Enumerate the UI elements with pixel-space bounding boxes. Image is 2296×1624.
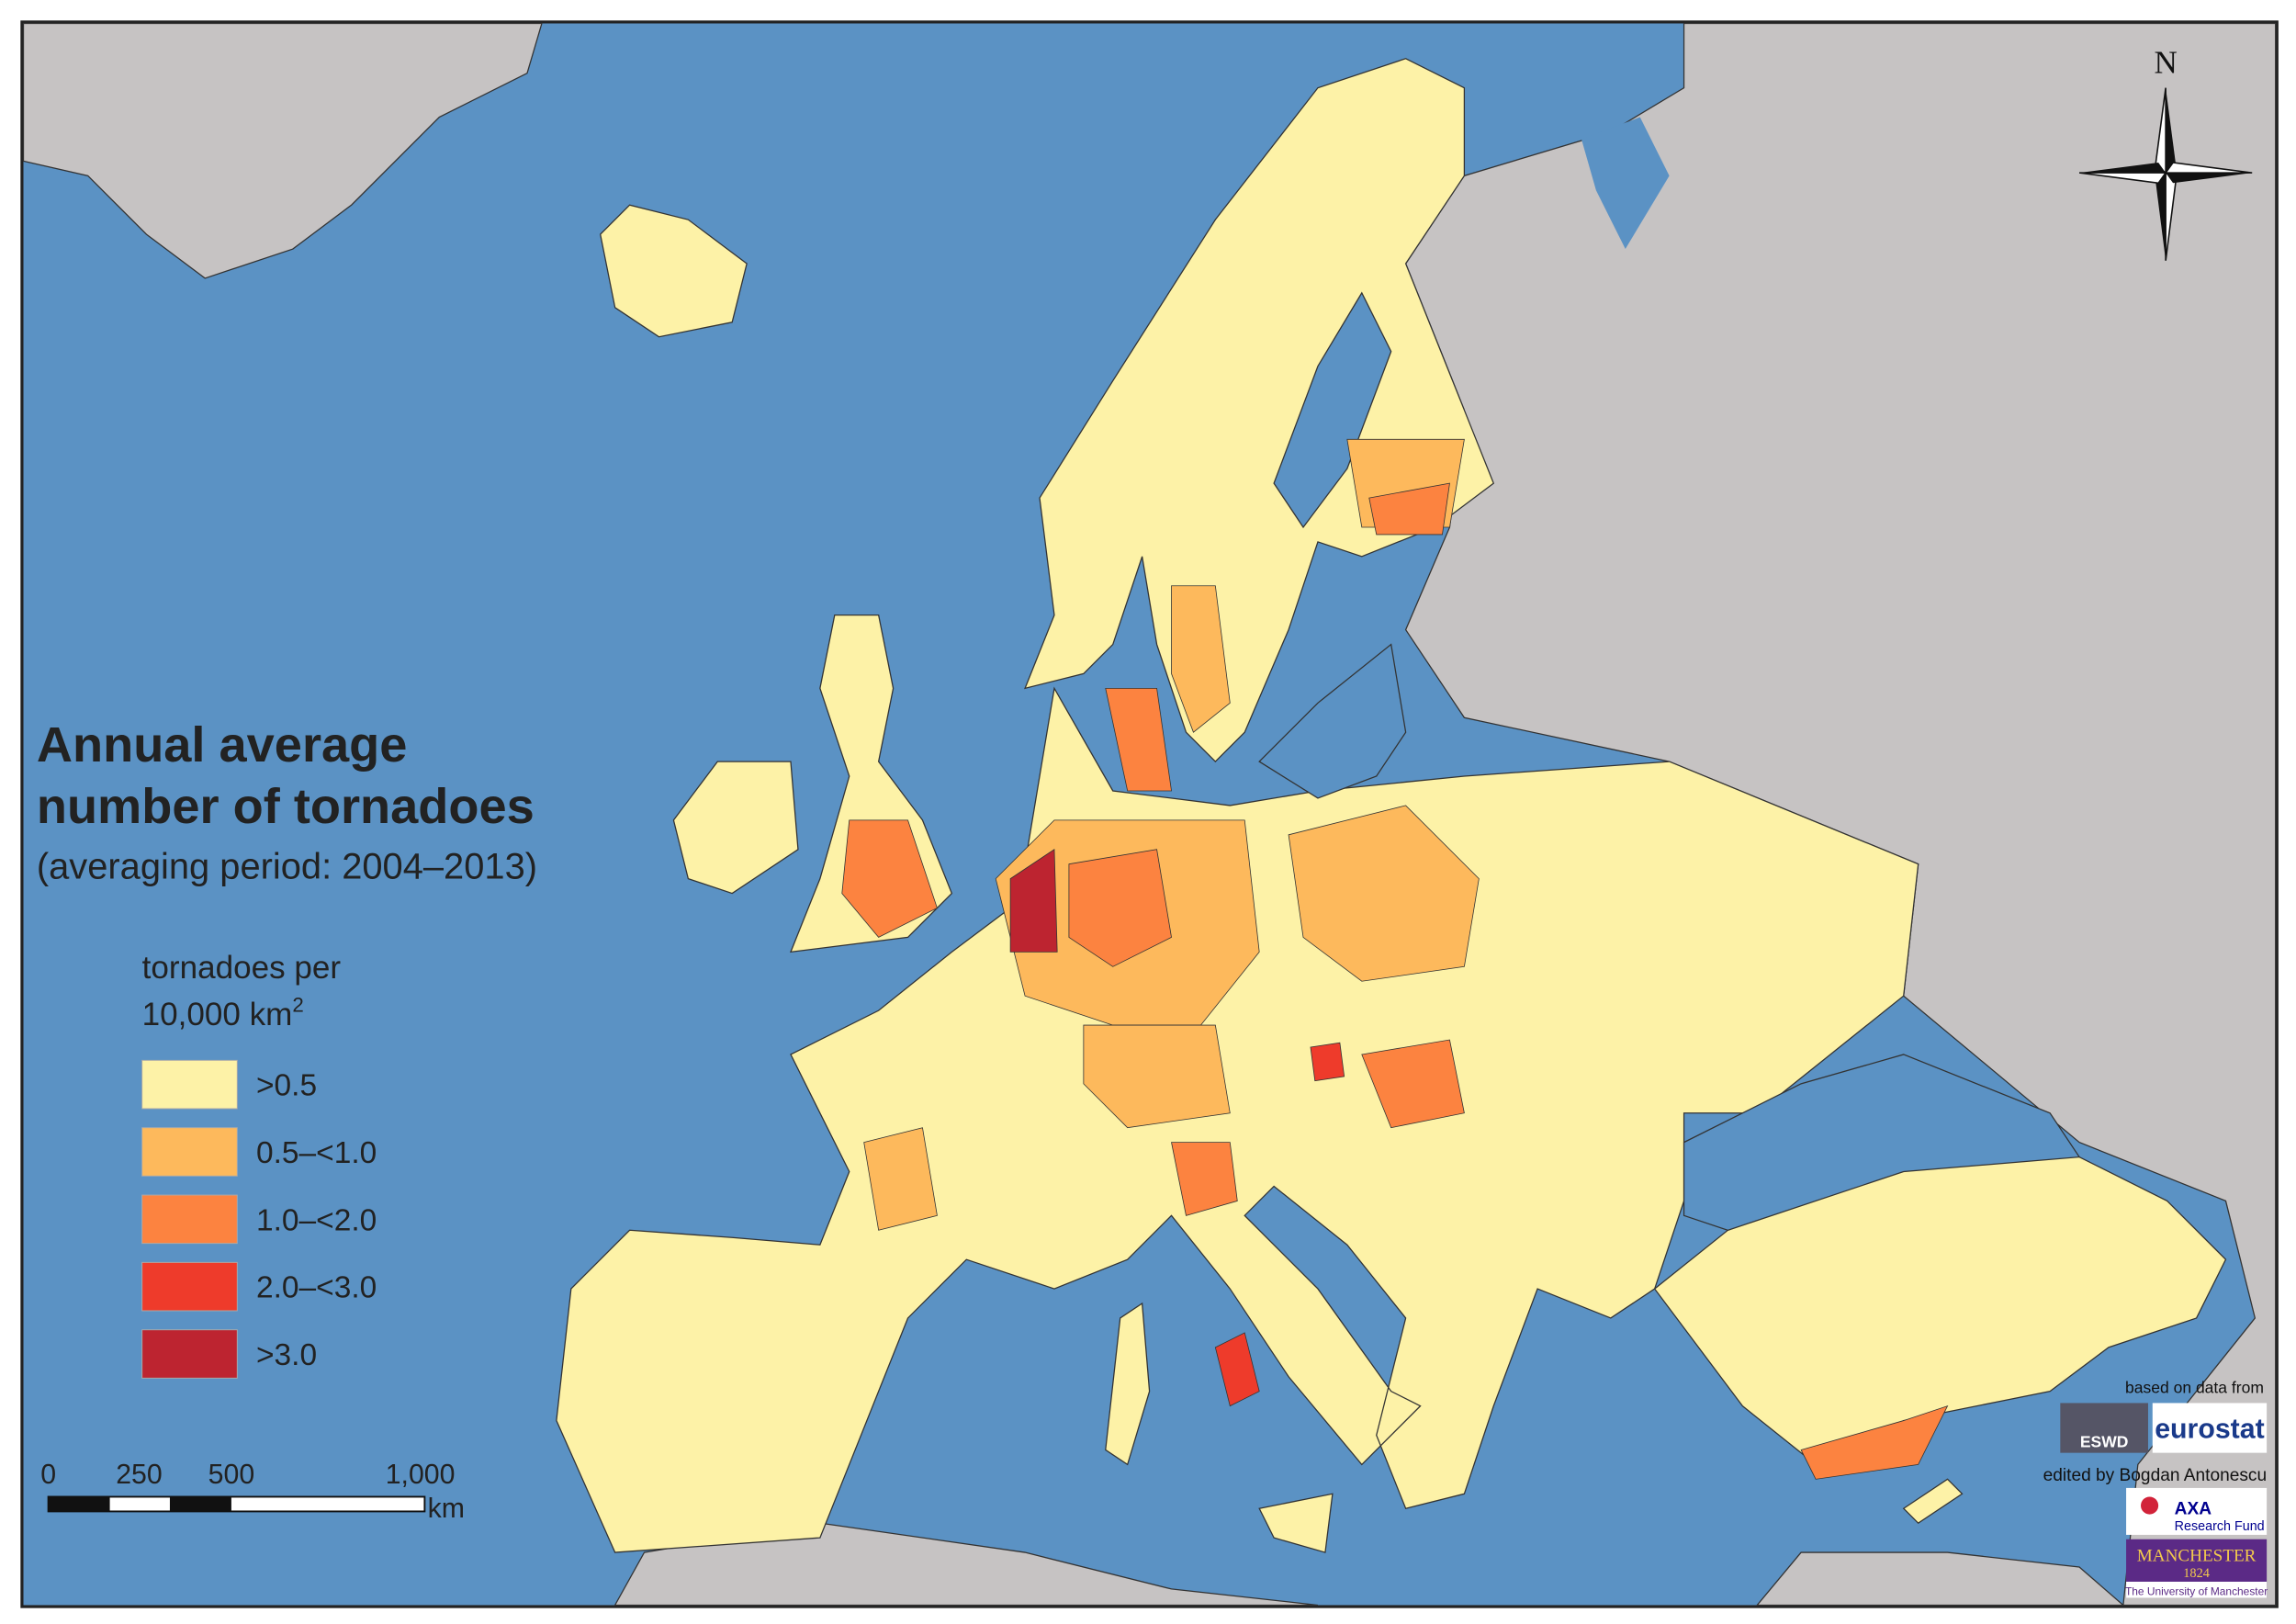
sicily [1258,1493,1334,1553]
compass-point [2079,162,2167,174]
africa [613,1522,1319,1607]
density-patches [841,438,1949,1480]
axa-dot [2141,1496,2159,1515]
manchester-band [2126,1581,2268,1598]
credit-text: edited by Bogdan Antonescu [2043,1466,2268,1485]
patch [1171,585,1231,733]
gulf-of-bothnia [1273,291,1392,529]
patch [1171,1142,1238,1216]
patch [1800,1404,1949,1480]
subtitle: (averaging period: 2004–2013) [37,847,537,887]
white-sea [1581,117,1670,250]
manchester-text: The University of Manchester [2125,1585,2268,1597]
iceland [600,204,748,338]
patch [1361,1039,1465,1129]
north-arrow: N [2078,45,2253,261]
compass-point [2078,172,2167,185]
legend-label: 2.0–<3.0 [256,1271,377,1305]
legend-swatch [141,1329,238,1379]
patch [1310,1042,1345,1082]
cyprus [1902,1478,1964,1524]
patch [863,1127,938,1231]
scale-label: 250 [116,1460,163,1490]
scale-bar: 0 250 500 1,000 km [40,1460,465,1524]
patch [1068,849,1172,967]
scandinavia [1024,58,1495,762]
legend: tornadoes per 10,000 km2 >0.5 0.5–<1.0 1.0… [141,950,377,1379]
eswd-text: ESWD [2080,1432,2129,1450]
compass-point [2166,87,2177,174]
middle-east [1755,1551,2125,1607]
credits: based on data from ESWD eurostat edited … [2043,1378,2268,1598]
compass-point [2155,173,2167,261]
legend-label: >3.0 [256,1338,317,1372]
patch [1083,1024,1231,1129]
eurostat-text: eurostat [2155,1415,2264,1445]
patch [1288,805,1480,982]
scale-unit: km [428,1494,465,1524]
patch [1009,849,1058,953]
legend-swatch [141,1194,238,1245]
scale-segment [169,1496,231,1512]
axa-text: AXA [2175,1500,2212,1519]
credit-text: based on data from [2125,1378,2264,1396]
manchester-text: MANCHESTER [2137,1547,2257,1566]
eurostat-logo [2152,1403,2268,1453]
patch [1105,687,1172,792]
scale-label: 0 [40,1460,56,1490]
scale-label: 1,000 [386,1460,456,1490]
eswd-logo [2060,1403,2148,1453]
patch [1368,482,1450,536]
legend-swatch [141,1261,238,1312]
legend-swatch [141,1127,238,1177]
patch [841,819,938,938]
title: Annual average [37,717,408,773]
legend-swatch [141,1059,238,1110]
ireland [672,761,799,895]
legend-label: 1.0–<2.0 [256,1203,377,1237]
compass-point [2166,173,2253,184]
axa-text: Research Fund [2175,1519,2265,1534]
greenland [22,22,543,279]
patch [1214,1332,1260,1407]
sardinia-corsica [1105,1302,1151,1466]
legend-label: 0.5–<1.0 [256,1136,377,1170]
black-sea [1683,1054,2081,1231]
legend-superscript: 2 [292,994,303,1017]
legend-title: 10,000 km2 [142,994,304,1032]
manchester-year: 1824 [2183,1566,2210,1581]
scale-label: 500 [208,1460,255,1490]
legend-unit: 10,000 km [142,997,293,1032]
legend-title: tornadoes per [142,950,342,986]
baltic-sea [1258,643,1407,799]
compass-point [2164,162,2253,174]
scale-segment [48,1496,110,1512]
legend-items: >0.5 0.5–<1.0 1.0–<2.0 2.0–<3.0 >3.0 [141,1059,377,1379]
north-label: N [2154,45,2177,81]
mainland [556,686,1919,1553]
title: number of tornadoes [37,779,535,834]
map-frame: Annual average number of tornadoes (aver… [20,20,2279,1608]
legend-label: >0.5 [256,1069,317,1103]
